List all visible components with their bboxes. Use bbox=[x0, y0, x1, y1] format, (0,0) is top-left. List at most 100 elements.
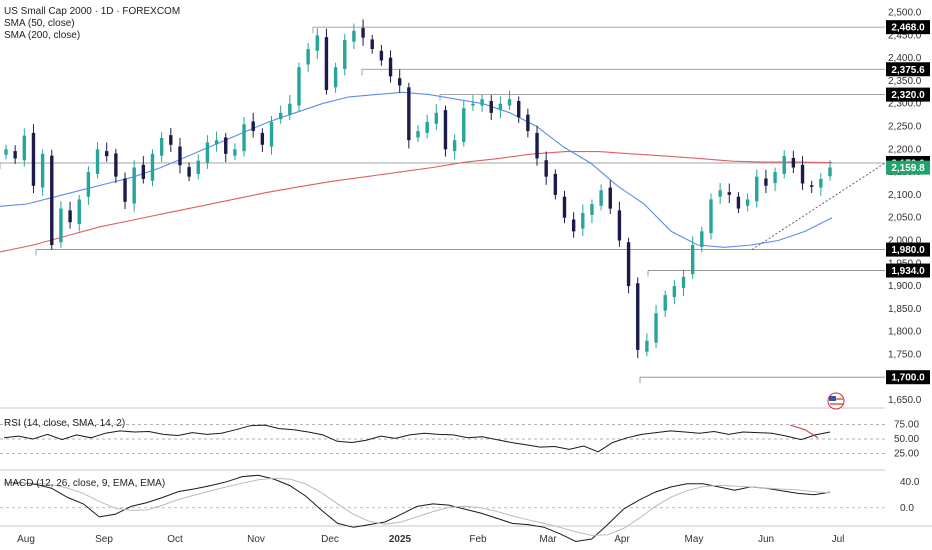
candle-body bbox=[86, 172, 91, 197]
candle-body bbox=[498, 103, 503, 111]
x-tick-label: Feb bbox=[469, 534, 487, 545]
candle-body bbox=[535, 132, 539, 159]
x-tick-label: Apr bbox=[614, 534, 630, 545]
y-tick-label: 2,000.0 bbox=[888, 235, 922, 246]
candle-body bbox=[205, 142, 210, 163]
candle-body bbox=[544, 160, 548, 177]
candle-body bbox=[132, 167, 136, 204]
last-price-box bbox=[886, 160, 930, 175]
candle-body bbox=[416, 131, 420, 138]
level-price-label: 1,934.0 bbox=[891, 266, 925, 277]
candle-body bbox=[809, 185, 814, 187]
rsi-tick-label: 50.00 bbox=[894, 434, 919, 445]
sma200-line bbox=[0, 151, 833, 253]
candle-body bbox=[819, 178, 823, 188]
candle-body bbox=[251, 121, 255, 132]
macd-signal-line bbox=[3, 477, 831, 536]
candle-body bbox=[306, 49, 310, 65]
candle-body bbox=[553, 173, 558, 195]
candle-body bbox=[608, 187, 612, 209]
candle-body bbox=[681, 276, 686, 288]
candle-body bbox=[315, 35, 319, 51]
y-tick-label: 2,100.0 bbox=[888, 190, 922, 201]
x-tick-label: Oct bbox=[167, 534, 183, 545]
y-tick-label: 2,250.0 bbox=[888, 122, 922, 133]
level-price-box bbox=[886, 263, 930, 278]
candle-body bbox=[178, 146, 182, 166]
candle-body bbox=[462, 108, 466, 143]
macd-tick-label: 40.0 bbox=[900, 477, 920, 488]
candle-body bbox=[141, 164, 146, 179]
candle-body bbox=[260, 132, 265, 145]
x-tick-label: Jul bbox=[832, 534, 845, 545]
level-price-box bbox=[886, 20, 930, 35]
candle-body bbox=[645, 340, 649, 352]
candle-body bbox=[169, 135, 173, 145]
candle-body bbox=[361, 28, 365, 38]
level-price-label: 2,375.6 bbox=[891, 65, 925, 76]
rsi-divergence-line bbox=[789, 424, 819, 439]
y-tick-label: 2,500.0 bbox=[888, 8, 922, 19]
candle-body bbox=[288, 103, 292, 115]
level-price-box bbox=[886, 242, 930, 257]
x-tick-label: Nov bbox=[247, 534, 265, 545]
rsi-tick-label: 75.00 bbox=[894, 420, 919, 431]
candle-body bbox=[773, 172, 777, 184]
sma50-line bbox=[0, 91, 833, 248]
last-price-label: 2,159.8 bbox=[891, 163, 925, 174]
candle-body bbox=[31, 132, 36, 186]
candle-body bbox=[581, 213, 585, 229]
candle-body bbox=[626, 242, 631, 287]
candle-body bbox=[242, 124, 246, 152]
y-tick-label: 2,050.0 bbox=[888, 213, 922, 224]
x-tick-label: Mar bbox=[539, 534, 557, 545]
candle-body bbox=[397, 78, 402, 86]
candle-body bbox=[480, 99, 484, 106]
x-tick-label: Sep bbox=[95, 534, 113, 545]
candle-body bbox=[333, 67, 338, 88]
candle-body bbox=[736, 196, 741, 209]
y-tick-label: 2,200.0 bbox=[888, 144, 922, 155]
candle-body bbox=[755, 176, 759, 202]
candle-body bbox=[233, 149, 237, 156]
candle-body bbox=[690, 245, 695, 275]
chart-title: US Small Cap 2000 · 1D · FOREXCOM bbox=[4, 6, 180, 17]
candle-body bbox=[196, 160, 200, 174]
candle-body bbox=[443, 110, 448, 150]
candle-body bbox=[800, 164, 805, 184]
y-tick-label: 1,850.0 bbox=[888, 304, 922, 315]
candle-body bbox=[22, 135, 27, 161]
x-tick-label: May bbox=[685, 534, 704, 545]
x-tick-label: Jun bbox=[758, 534, 774, 545]
us-flag-canton bbox=[829, 396, 836, 401]
level-price-box bbox=[886, 62, 930, 77]
candle-body bbox=[343, 39, 347, 70]
candle-body bbox=[507, 99, 512, 106]
level-price-label: 1,980.0 bbox=[891, 245, 925, 256]
level-price-label: 2,320.0 bbox=[891, 90, 925, 101]
candle-body bbox=[617, 210, 622, 241]
level-price-label: 2,468.0 bbox=[891, 23, 925, 34]
candle-body bbox=[77, 199, 81, 225]
candle-body bbox=[114, 153, 118, 177]
candle-body bbox=[791, 157, 796, 168]
x-tick-label: Aug bbox=[17, 534, 35, 545]
candle-body bbox=[452, 140, 457, 152]
candle-body bbox=[13, 151, 17, 159]
trendline bbox=[751, 162, 886, 250]
y-tick-label: 1,800.0 bbox=[888, 327, 922, 338]
candle-body bbox=[700, 231, 704, 247]
candle-body bbox=[407, 87, 411, 141]
candle-body bbox=[636, 283, 640, 350]
sma50-legend: SMA (50, close) bbox=[4, 18, 75, 29]
y-tick-label: 2,400.0 bbox=[888, 53, 922, 64]
y-tick-label: 2,300.0 bbox=[888, 99, 922, 110]
candle-body bbox=[471, 103, 475, 106]
candle-body bbox=[571, 219, 576, 232]
candle-body bbox=[764, 178, 768, 186]
macd-tick-label: 0.0 bbox=[900, 503, 914, 514]
candle-body bbox=[105, 151, 109, 157]
candle-body bbox=[352, 30, 356, 42]
